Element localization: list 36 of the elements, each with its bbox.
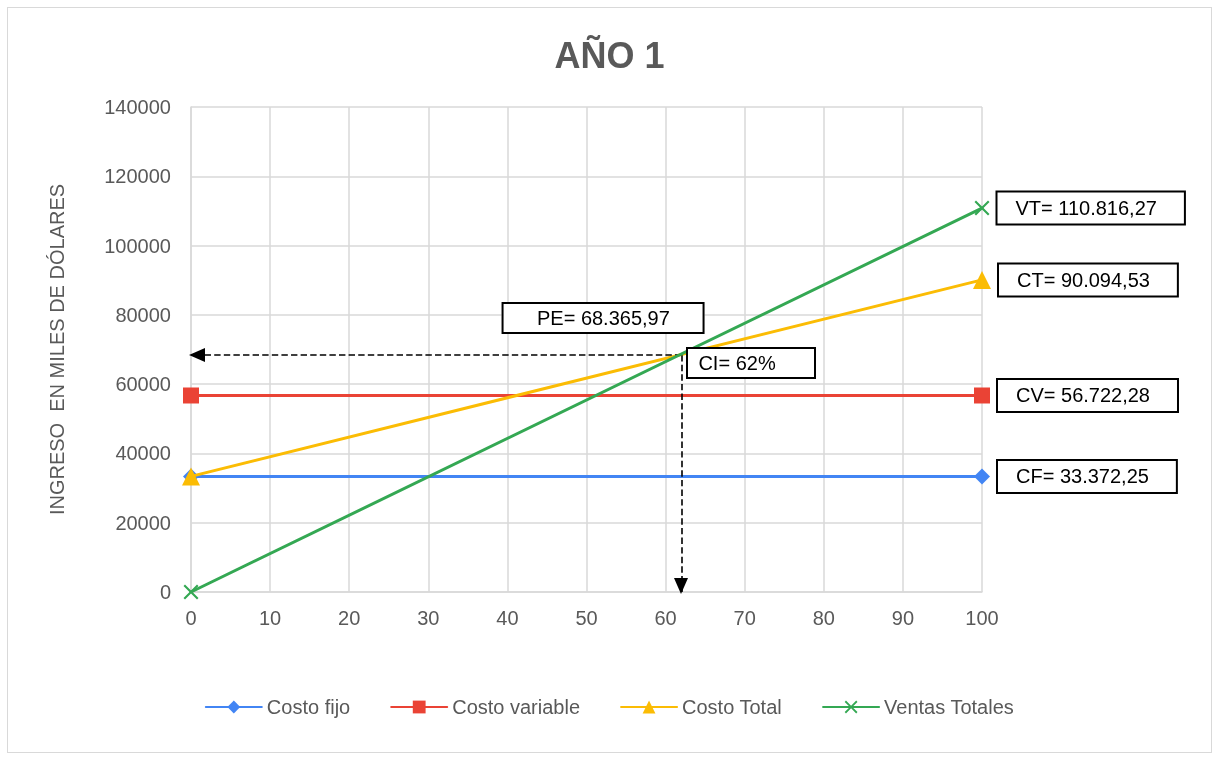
point	[974, 387, 990, 404]
x-tick-label: 30	[417, 607, 440, 629]
x-tick-label: 0	[185, 607, 197, 629]
x-tick-label: 40	[496, 607, 519, 629]
x-tick-label: 50	[575, 607, 598, 629]
ref-line-label: PE= 68.365,97	[536, 307, 670, 330]
y-axis-title: INGRESO EN MILES DE DÓLARES	[46, 183, 68, 516]
y-tick-label: 120000	[104, 165, 171, 188]
legend-label: Ventas Totales	[884, 696, 1014, 718]
x-tick-label: 20	[338, 607, 361, 629]
data-label: VT= 110.816,27	[1015, 197, 1157, 220]
legend-label: Costo fijo	[266, 696, 351, 718]
x-tick-label: 80	[812, 607, 835, 629]
data-label: CT= 90.094,53	[1017, 268, 1150, 291]
point	[974, 468, 990, 485]
x-tick-label: 10	[258, 607, 282, 629]
legend-label: Costo variable	[452, 696, 581, 718]
y-tick-label: 80000	[115, 303, 171, 326]
data-label: CV= 56.722,28	[1016, 384, 1150, 407]
x-tick-label: 70	[733, 607, 756, 629]
y-tick-label: 140000	[104, 96, 171, 118]
legend-label: Costo Total	[682, 696, 782, 718]
y-tick-label: 0	[159, 581, 171, 603]
point	[974, 200, 990, 216]
x-tick-label: 90	[891, 607, 915, 629]
y-tick-label: 20000	[115, 511, 171, 534]
point	[183, 584, 199, 600]
x-tick-label: 60	[654, 607, 677, 629]
point	[183, 387, 199, 404]
y-tick-label: 100000	[104, 234, 171, 257]
y-tick-label: 60000	[115, 373, 171, 396]
y-tick-label: 40000	[115, 442, 171, 465]
ref-line-label: CI= 62%	[698, 352, 776, 375]
x-tick-label: 100	[965, 607, 999, 629]
chart-title: AÑO 1	[554, 33, 665, 76]
data-label: CF= 33.372,25	[1016, 465, 1149, 488]
